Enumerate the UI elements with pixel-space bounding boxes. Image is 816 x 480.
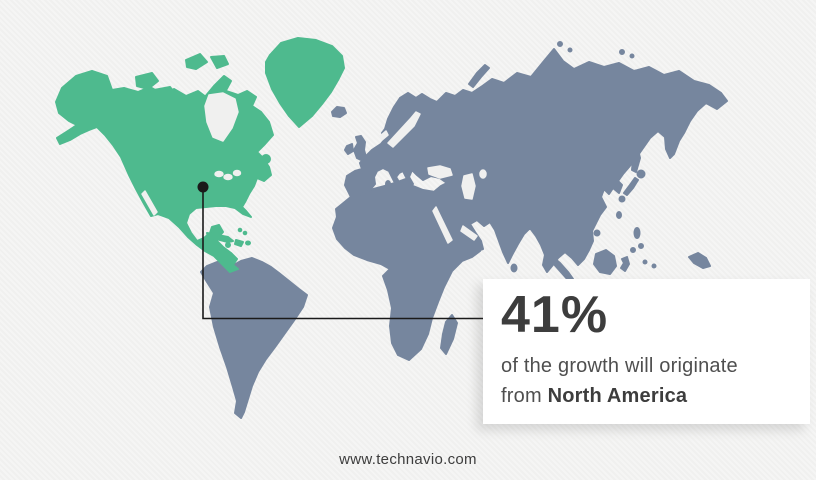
islands-bahamas	[242, 230, 248, 236]
sea-black	[427, 165, 453, 179]
island-cuba	[206, 232, 234, 243]
island-devon	[210, 55, 229, 69]
island-moluccas	[651, 263, 657, 269]
sea-baltic	[387, 111, 421, 148]
arctic-island-dot	[557, 41, 563, 47]
island-puerto-rico	[245, 240, 251, 246]
stat-description-line2-prefix: from	[501, 385, 548, 407]
island-sicily	[393, 192, 401, 200]
island-hokkaido	[636, 169, 646, 179]
island-new-guinea	[688, 252, 711, 269]
island-moluccas	[642, 259, 648, 265]
island-jamaica	[225, 242, 231, 248]
leader-line	[202, 187, 484, 320]
island-banks	[135, 72, 159, 90]
map-marker-dot	[197, 181, 209, 193]
region-north-america-highlight	[55, 37, 345, 273]
island-sulawesi	[620, 256, 630, 272]
island-wrangel	[702, 87, 710, 93]
island-sumatra	[551, 257, 574, 281]
island-honshu	[623, 177, 639, 196]
sea-skagerrak	[379, 130, 389, 141]
island-taiwan	[616, 211, 622, 219]
arctic-island-dot	[629, 53, 635, 59]
islands-philippines	[630, 247, 636, 253]
arctic-island-dot	[567, 47, 573, 53]
lake-great-lakes	[232, 169, 242, 177]
sea-overlays-eurasia	[379, 111, 487, 244]
island-hainan	[593, 229, 601, 237]
island-newfoundland	[261, 154, 271, 164]
island-novaya-zemlya	[468, 64, 490, 88]
lake-great-lakes	[223, 173, 233, 181]
island-ellesmere	[185, 53, 208, 70]
island-madagascar	[440, 314, 458, 355]
islands-philippines	[633, 227, 641, 239]
footer-url: www.technavio.com	[339, 451, 477, 468]
stat-callout-card: 41% of the growth will originate from No…	[483, 279, 810, 424]
island-kyushu	[618, 195, 626, 203]
sea-hudson-bay	[204, 92, 239, 142]
island-hispaniola	[234, 239, 244, 247]
stat-description: of the growth will originate from North …	[501, 351, 738, 411]
island-great-britain	[353, 135, 367, 161]
island-sakhalin	[631, 149, 641, 173]
island-iceland	[331, 106, 347, 118]
sea-aral	[479, 169, 487, 179]
islands-bahamas	[237, 227, 243, 233]
sea-red	[432, 206, 453, 244]
sea-overlays-north-america	[141, 92, 242, 216]
sea-persian-gulf	[460, 225, 478, 241]
island-victoria	[153, 86, 177, 104]
island-borneo	[593, 249, 617, 275]
island-ireland	[344, 143, 354, 155]
sea-gulf-of-california	[141, 190, 158, 216]
stat-description-line1: of the growth will originate	[501, 355, 738, 377]
stat-percentage: 41%	[501, 286, 609, 344]
islands-philippines	[638, 243, 644, 249]
stat-region-name: North America	[547, 385, 688, 407]
landmass-greenland	[265, 37, 345, 128]
island-sardinia	[385, 180, 391, 188]
lake-great-lakes	[214, 170, 224, 178]
landmass-south-america	[200, 257, 308, 419]
island-sri-lanka	[510, 263, 518, 273]
sea-caspian	[461, 173, 476, 200]
arctic-island-dot	[619, 49, 625, 55]
